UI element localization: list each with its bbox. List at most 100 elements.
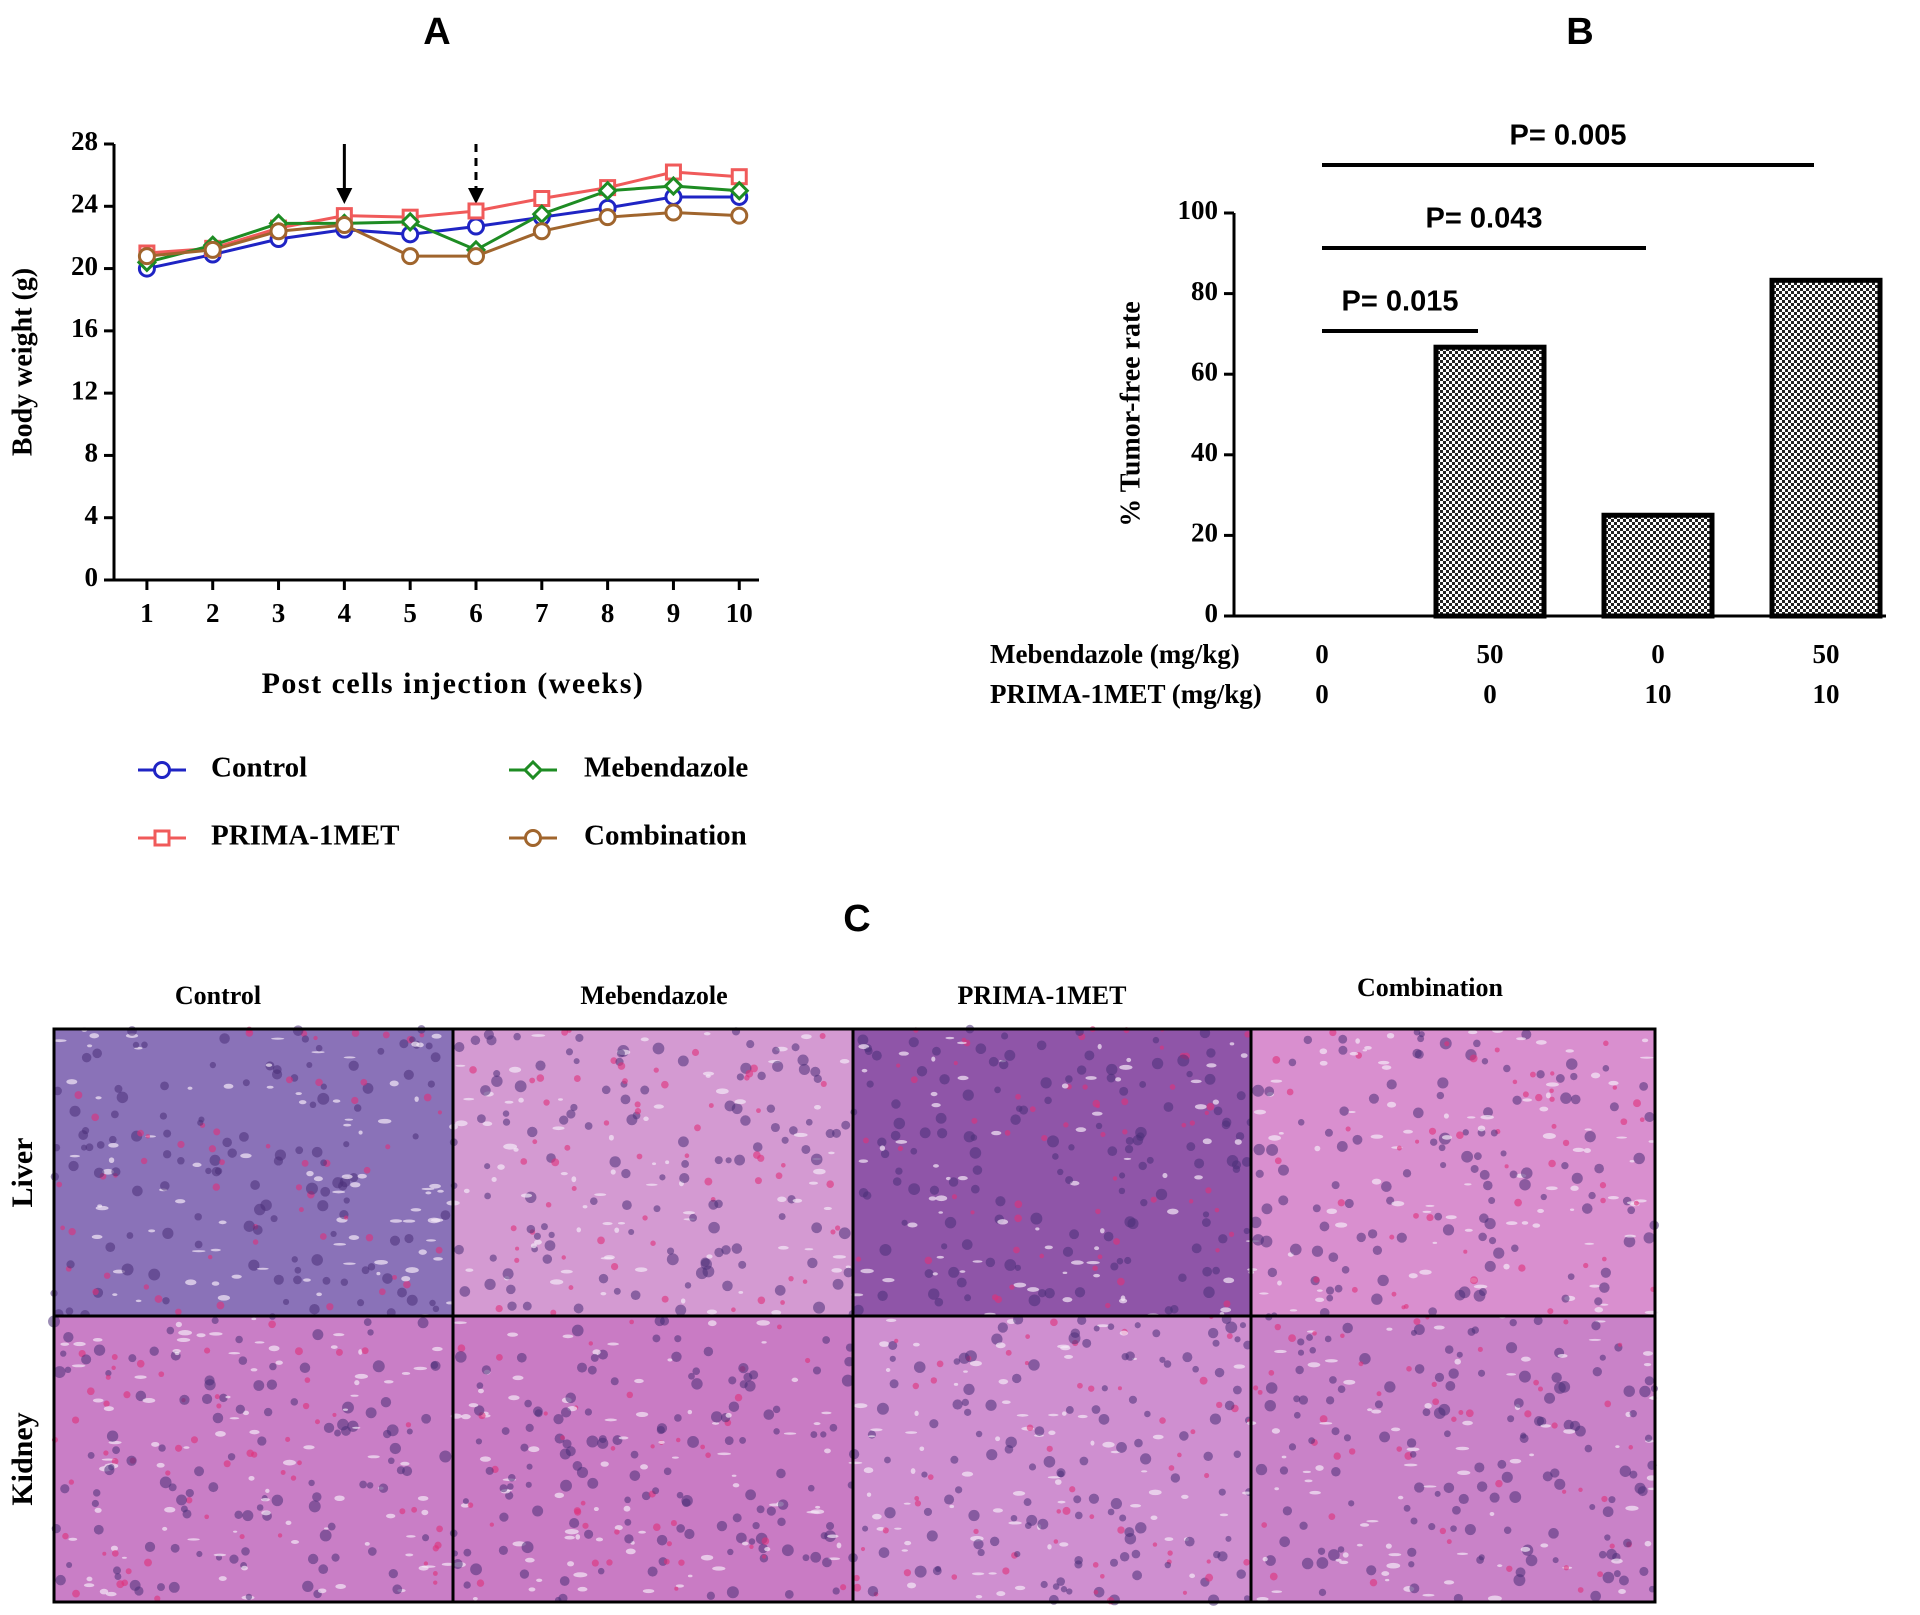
rbc (749, 1544, 754, 1549)
nucleus (1265, 1555, 1276, 1566)
space (241, 1565, 248, 1571)
rbc (1159, 1417, 1166, 1424)
space (92, 1398, 104, 1403)
nucleus (985, 1257, 996, 1268)
nucleus (1124, 1144, 1134, 1154)
nucleus (1414, 1049, 1424, 1059)
rbc (826, 1180, 834, 1188)
nucleus (1065, 1075, 1073, 1083)
nucleus (362, 1083, 374, 1094)
nucleus (678, 1136, 689, 1148)
nucleus (483, 1029, 494, 1040)
space (732, 1483, 740, 1488)
histology-image (50, 1025, 455, 1320)
space (99, 1588, 109, 1595)
nucleus (409, 1036, 416, 1043)
nucleus (748, 1538, 756, 1545)
nucleus (553, 1414, 564, 1425)
rbc (297, 1460, 302, 1466)
space (1403, 1463, 1418, 1467)
space (1497, 1564, 1503, 1568)
nucleus (1028, 1359, 1040, 1371)
rbc (1014, 1200, 1023, 1209)
space (560, 1269, 573, 1274)
nucleus (677, 1055, 689, 1067)
rbc (137, 1129, 144, 1137)
nucleus (1325, 1286, 1335, 1295)
nucleus (1056, 1577, 1066, 1586)
nucleus (961, 1398, 970, 1407)
nucleus (162, 1297, 170, 1305)
nucleus (1414, 1482, 1425, 1493)
nucleus (194, 1213, 202, 1221)
nucleus (1057, 1168, 1064, 1176)
space (1545, 1186, 1558, 1191)
space (389, 1219, 403, 1223)
x-tick-label: 6 (469, 598, 483, 628)
nucleus (1599, 1354, 1606, 1361)
rbc (343, 1215, 349, 1220)
nucleus (114, 1084, 123, 1093)
nucleus (973, 1539, 984, 1550)
nucleus (274, 1149, 287, 1161)
rbc (1206, 1102, 1215, 1111)
nucleus (180, 1505, 188, 1513)
nucleus (1073, 1495, 1082, 1504)
space (101, 1458, 116, 1461)
rbc (1329, 1029, 1337, 1037)
rbc (105, 1374, 111, 1380)
space (520, 1193, 533, 1198)
space (1406, 1447, 1420, 1452)
space (344, 1118, 354, 1121)
rbc (326, 1303, 334, 1311)
nucleus (659, 1174, 666, 1181)
space (1044, 1245, 1053, 1250)
nucleus (489, 1254, 497, 1262)
y-tick-label: 8 (85, 438, 99, 468)
nucleus (365, 1407, 377, 1419)
nucleus (991, 1333, 1003, 1345)
nucleus (1325, 1396, 1335, 1405)
space (575, 1534, 581, 1540)
nucleus (85, 1143, 94, 1152)
nucleus (1328, 1549, 1340, 1561)
rbc (252, 1239, 259, 1245)
column-label: Combination (1357, 973, 1503, 1002)
rbc (1562, 1139, 1570, 1147)
nucleus (211, 1317, 219, 1325)
space (1164, 1537, 1174, 1542)
space (334, 1495, 345, 1502)
space (860, 1268, 874, 1274)
space (1342, 1552, 1349, 1558)
space (351, 1426, 361, 1429)
rbc (245, 1029, 254, 1037)
nucleus (1442, 1224, 1455, 1236)
nucleus (1038, 1289, 1047, 1298)
space (870, 1428, 883, 1432)
rbc (588, 1341, 594, 1346)
nucleus (910, 1147, 918, 1155)
space (1381, 1065, 1392, 1070)
nucleus (598, 1273, 609, 1284)
space (102, 1168, 114, 1175)
nucleus (700, 1257, 710, 1267)
nucleus (293, 1275, 302, 1285)
space (1643, 1362, 1652, 1367)
space (1625, 1505, 1639, 1511)
nucleus (422, 1534, 430, 1542)
nucleus (1074, 1560, 1083, 1569)
nucleus (853, 1304, 864, 1316)
rbc (1089, 1514, 1095, 1520)
space (266, 1085, 274, 1089)
nucleus (1518, 1370, 1531, 1383)
space (564, 1535, 575, 1540)
nucleus (361, 1266, 370, 1275)
rbc (1547, 1308, 1554, 1315)
nucleus (666, 1253, 679, 1266)
rbc (1077, 1382, 1083, 1389)
nucleus (757, 1071, 766, 1081)
nucleus (485, 1466, 494, 1475)
nucleus (766, 1104, 776, 1113)
space (429, 1183, 441, 1189)
nucleus (877, 1137, 887, 1147)
